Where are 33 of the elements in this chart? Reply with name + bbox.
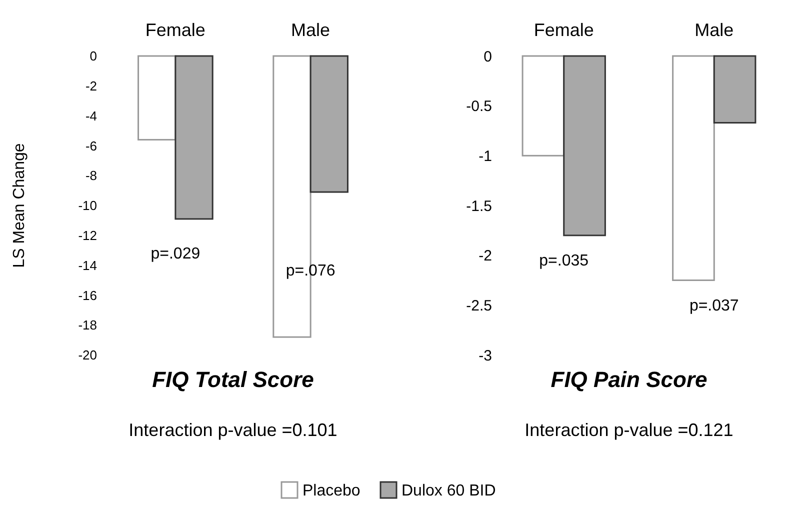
annotation: p=.076 [286,262,336,280]
y-tick-label: -2 [478,248,492,265]
annotation: p=.035 [539,252,589,270]
text: Interaction p-value =0.121 [524,420,734,440]
text: FIQ Total Score [152,367,314,392]
y-tick-label: -14 [78,258,97,273]
y-tick-label: -10 [78,198,97,214]
annotation: p=.029 [150,246,200,263]
text: FIQ Pain Score [550,367,708,392]
y-tick-label: -3 [478,347,492,364]
y-tick-label: -1.5 [466,198,492,215]
legend-label: Placebo [302,482,360,500]
y-tick-label: -8 [85,168,97,184]
y-tick-label: -16 [78,288,97,303]
y-tick-label: -12 [78,228,97,243]
x-tick-label: Male [291,20,330,40]
y-tick-label: -2.5 [466,297,492,314]
y-tick-label: -6 [85,138,97,154]
y-tick-label: 0 [90,48,97,64]
y-tick-label: -20 [78,348,97,363]
legend-label: Dulox 60 BID [402,482,496,500]
x-tick-label: Female [534,20,594,40]
y-tick-label: -0.5 [466,98,492,116]
y-tick-label: 0 [484,48,492,66]
annotation: p=.037 [689,298,739,315]
x-tick-label: Male [694,20,734,40]
x-tick-label: Female [145,20,206,40]
y-tick-label: -2 [85,78,97,94]
y-tick-label: -18 [78,318,97,333]
text: Interaction p-value =0.101 [128,420,338,440]
y-tick-label: -4 [85,108,97,124]
y-axis-title: LS Mean Change [11,143,28,268]
y-tick-label: -1 [478,148,492,165]
